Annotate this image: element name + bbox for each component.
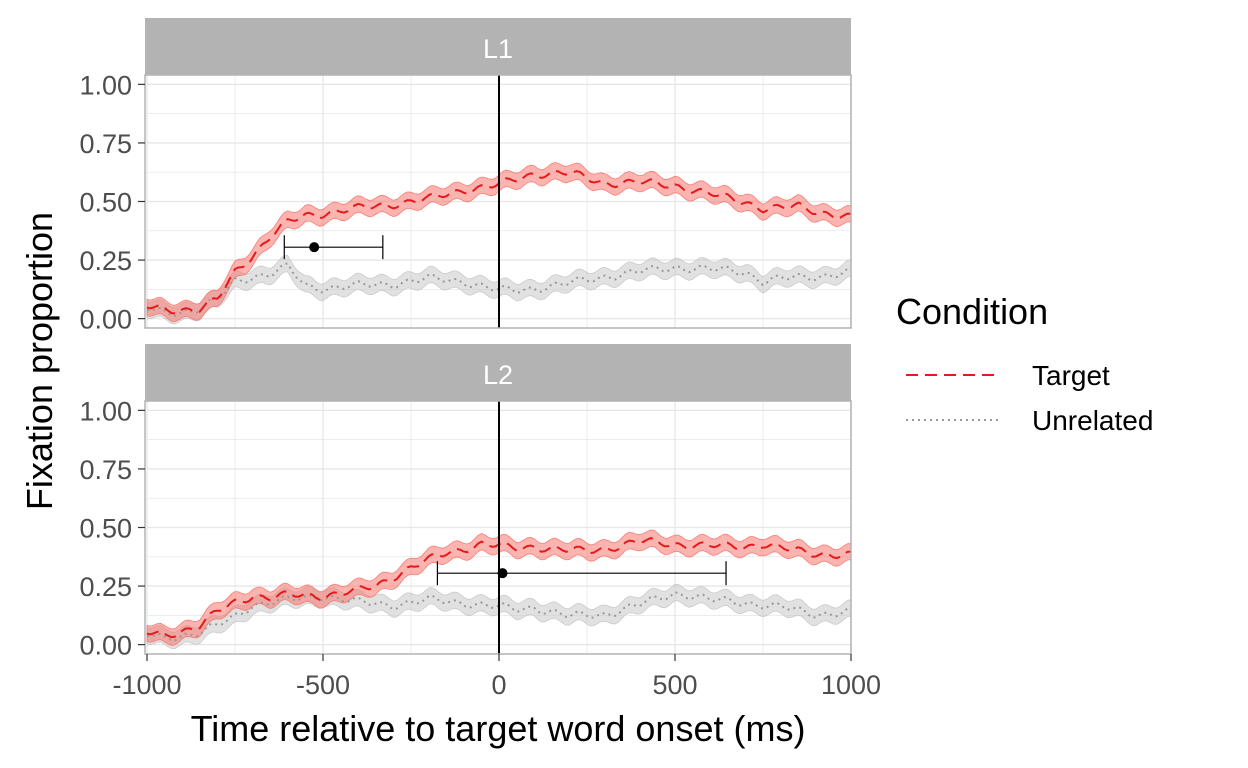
legend-label-target: Target	[1032, 360, 1110, 391]
y-tick-label: 0.75	[79, 455, 132, 485]
panel-l1-lines	[146, 75, 852, 328]
y-tick-label: 1.00	[79, 70, 132, 100]
x-tick-label: 500	[652, 670, 697, 700]
panel-l2-lines	[146, 401, 852, 654]
y-axis-title: Fixation proportion	[19, 212, 60, 510]
panel-l1-errorbar	[283, 235, 384, 260]
legend-label-unrelated: Unrelated	[1032, 405, 1153, 436]
panel-l2-strip	[145, 344, 851, 401]
panel-l1-strip	[145, 18, 851, 75]
errorbar-point	[309, 242, 320, 253]
y-tick-label: 0.25	[79, 572, 132, 602]
y-tick-label: 0.75	[79, 129, 132, 159]
x-tick-label: -500	[296, 670, 350, 700]
legend-title: Condition	[896, 291, 1048, 332]
x-tick-label: 0	[491, 670, 506, 700]
x-tick-label: 1000	[821, 670, 881, 700]
y-tick-label: 0.50	[79, 188, 132, 218]
panel-l1-strip-label: L1	[483, 34, 513, 64]
panel-l1: L1	[144, 18, 852, 329]
errorbar-point	[497, 568, 508, 579]
y-tick-label: 0.00	[79, 305, 132, 335]
x-axis-ticks: -1000 -500 0 500 1000	[112, 654, 881, 700]
x-tick-label: -1000	[112, 670, 181, 700]
y-tick-label: 0.50	[79, 514, 132, 544]
y-tick-label: 1.00	[79, 396, 132, 426]
panel-l2-strip-label: L2	[483, 360, 513, 390]
y-axis-ticks-l2: 0.00 0.25 0.50 0.75 1.00	[79, 396, 145, 661]
y-tick-label: 0.00	[79, 631, 132, 661]
legend: Condition Target Unrelated	[896, 291, 1153, 436]
y-tick-label: 0.25	[79, 246, 132, 276]
x-axis-title: Time relative to target word onset (ms)	[191, 708, 806, 749]
panel-l2: L2	[144, 344, 852, 655]
y-axis-ticks-l1: 0.00 0.25 0.50 0.75 1.00	[79, 70, 145, 335]
panel-l2-errorbar	[436, 561, 727, 586]
